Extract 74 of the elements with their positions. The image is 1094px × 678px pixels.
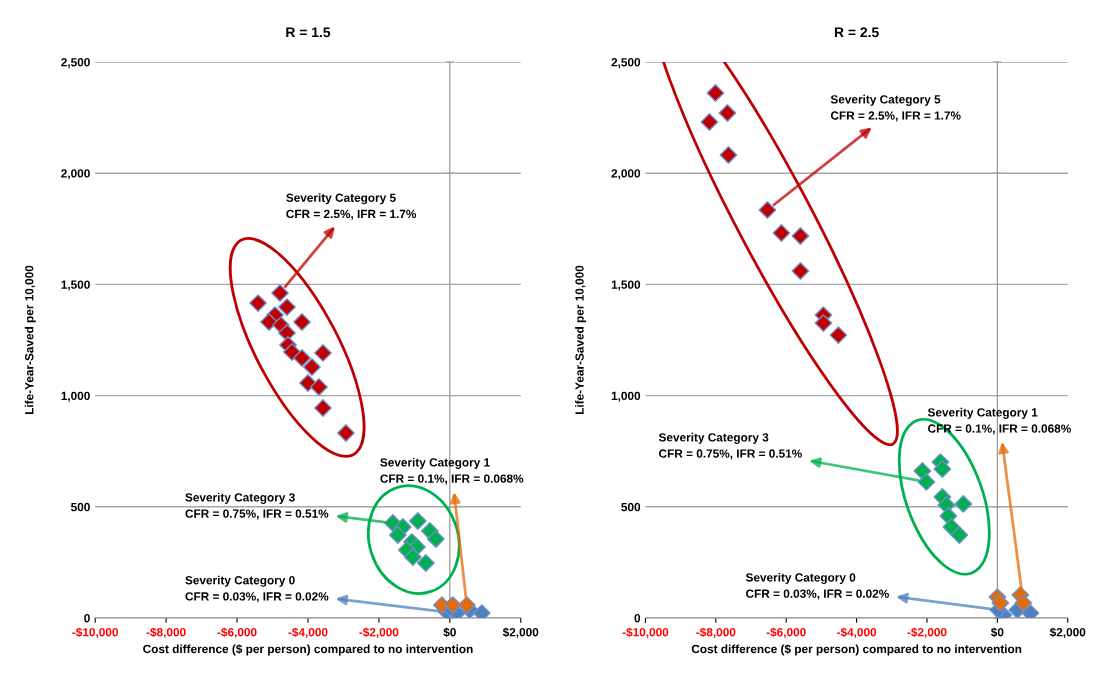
point — [271, 284, 289, 303]
y-tick-label: 1,000 — [61, 391, 90, 402]
y-tick-label: 1,500 — [61, 280, 90, 291]
point — [718, 104, 737, 122]
point — [278, 298, 296, 317]
point — [933, 460, 952, 478]
y-tick-label: 500 — [70, 502, 90, 512]
y-tick-label: 0 — [634, 614, 641, 623]
point — [249, 294, 267, 313]
point — [388, 526, 407, 544]
point — [303, 358, 321, 376]
x-tick-label: $0 — [443, 627, 456, 638]
point — [791, 227, 810, 245]
x-tick-label: $2,000 — [502, 627, 539, 639]
point — [791, 262, 810, 280]
x-tick-label: -$4,000 — [837, 627, 877, 639]
y-tick-label: 1,500 — [611, 280, 641, 291]
point — [991, 594, 1010, 613]
point — [416, 554, 435, 572]
point — [426, 530, 445, 548]
annotation: Severity Category 5 CFR = 2.5%, IFR = 1.7% — [830, 94, 961, 122]
x-tick-label: -$2,000 — [907, 627, 947, 639]
point — [336, 424, 355, 442]
point — [403, 548, 422, 566]
point — [829, 326, 848, 345]
point — [700, 113, 719, 131]
point — [293, 349, 311, 367]
y-tick-label: 2,000 — [611, 169, 641, 180]
y-tick-label: 0 — [84, 614, 90, 623]
point — [950, 526, 969, 544]
x-tick-label: -$4,000 — [288, 627, 328, 639]
point — [293, 313, 311, 331]
x-tick-label: -$2,000 — [359, 627, 399, 639]
point — [299, 374, 317, 392]
y-axis-title: Life-Year-Saved per 10,000 — [24, 265, 36, 415]
point — [772, 224, 791, 242]
x-axis-title: Cost difference ($ per person) compared to no intervention — [143, 644, 473, 656]
x-tick-label: -$8,000 — [696, 627, 736, 639]
x-tick-label: $0 — [990, 627, 1004, 638]
point — [283, 343, 301, 361]
point — [758, 201, 777, 219]
x-tick-label: -$8,000 — [146, 627, 186, 639]
point — [719, 146, 738, 164]
chart-title: R = 1.5 — [286, 27, 331, 38]
point — [706, 84, 725, 102]
point — [1014, 594, 1033, 613]
y-tick-label: 2,500 — [61, 58, 90, 69]
x-tick-label: -$6,000 — [217, 627, 257, 639]
point — [917, 472, 936, 491]
annotation: Severity Category 1 CFR = 0.1%, IFR = 0.068% — [380, 457, 524, 485]
x-tick-label: -$6,000 — [766, 627, 806, 639]
annotation: Severity Category 3 CFR = 0.75%, IFR = 0.51% — [185, 492, 329, 520]
y-tick-label: 500 — [621, 502, 641, 512]
annotation: Severity Category 3 CFR = 0.75%, IFR = 0.51% — [658, 432, 802, 460]
point — [408, 512, 427, 530]
point — [310, 378, 328, 396]
point — [314, 344, 332, 362]
y-tick-label: 2,500 — [611, 58, 641, 69]
annotation: Severity Category 5 CFR = 2.5%, IFR = 1.7% — [286, 193, 417, 220]
point — [814, 314, 833, 333]
point — [457, 596, 476, 615]
x-tick-label: -$10,000 — [72, 627, 118, 639]
x-tick-label: $2,000 — [1049, 627, 1086, 639]
point — [260, 313, 278, 331]
x-tick-label: -$10,000 — [622, 627, 669, 639]
y-axis-title: Life-Year-Saved per 10,000 — [575, 265, 587, 415]
point — [954, 495, 973, 513]
y-tick-label: 1,000 — [611, 391, 641, 402]
annotation: Severity Category 0 CFR = 0.03%, IFR = 0.02% — [745, 572, 889, 600]
annotation: Severity Category 0 CFR = 0.03%, IFR = 0.02% — [185, 575, 329, 603]
x-axis-title: Cost difference ($ per person) compared to no intervention — [691, 644, 1022, 656]
chart-title: R = 2.5 — [834, 27, 879, 38]
y-tick-label: 2,000 — [61, 169, 90, 180]
point — [314, 399, 332, 417]
